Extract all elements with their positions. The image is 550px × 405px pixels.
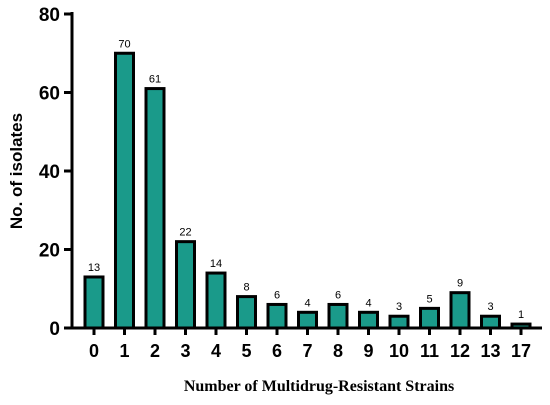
x-ticks-group: 0 1 2 3 4 5 6 7 8 9 10 11 12 13 17 xyxy=(89,328,531,361)
x-tick-label-7: 7 xyxy=(302,341,312,361)
x-axis-label: Number of Multidrug-Resistant Strains xyxy=(184,378,454,395)
bar-12 xyxy=(449,291,471,330)
x-tick-label-17: 17 xyxy=(511,341,531,361)
bar-3 xyxy=(175,240,196,330)
x-tick-label-8: 8 xyxy=(333,341,343,361)
bar-6 xyxy=(266,302,288,330)
bar-1 xyxy=(114,51,135,330)
bar-11 xyxy=(419,306,440,330)
x-tick-label-4: 4 xyxy=(211,341,221,361)
data-label-4: 14 xyxy=(210,258,222,270)
data-label-17: 1 xyxy=(518,309,524,321)
data-label-0: 13 xyxy=(88,262,100,274)
x-tick-label-12: 12 xyxy=(450,341,470,361)
x-tick-label-6: 6 xyxy=(272,341,282,361)
y-tick-label-60: 60 xyxy=(39,84,60,105)
x-tick-label-1: 1 xyxy=(119,341,129,361)
data-label-12: 9 xyxy=(457,278,463,290)
data-label-10: 3 xyxy=(396,301,402,313)
bar-7 xyxy=(297,310,318,330)
data-label-5: 8 xyxy=(243,282,249,294)
x-tick-label-13: 13 xyxy=(480,341,500,361)
bar-4 xyxy=(205,271,227,330)
data-labels-group: 13 70 61 22 14 8 6 4 6 4 3 5 9 3 1 xyxy=(88,38,524,321)
bar-9 xyxy=(358,310,379,330)
data-label-6: 6 xyxy=(274,289,280,301)
x-tick-label-3: 3 xyxy=(180,341,190,361)
y-ticks-group: 0 20 40 60 80 xyxy=(39,5,72,340)
y-tick-label-20: 20 xyxy=(39,241,60,262)
data-label-11: 5 xyxy=(426,293,432,305)
bar-2 xyxy=(144,87,166,330)
x-tick-label-10: 10 xyxy=(389,341,409,361)
x-tick-label-2: 2 xyxy=(150,341,160,361)
x-tick-label-0: 0 xyxy=(89,341,99,361)
data-label-13: 3 xyxy=(487,301,493,313)
y-tick-label-40: 40 xyxy=(39,162,60,183)
y-tick-label-80: 80 xyxy=(39,5,60,26)
bar-10 xyxy=(388,314,410,330)
bar-8 xyxy=(327,302,349,330)
data-label-1: 70 xyxy=(118,38,130,50)
bars-group xyxy=(83,51,532,330)
bar-0 xyxy=(83,275,105,330)
data-label-9: 4 xyxy=(365,297,371,309)
x-tick-label-5: 5 xyxy=(241,341,251,361)
data-label-2: 61 xyxy=(149,74,161,86)
x-tick-label-9: 9 xyxy=(363,341,373,361)
data-label-7: 4 xyxy=(304,297,310,309)
y-axis-label: No. of isolates xyxy=(7,113,26,229)
data-label-8: 6 xyxy=(335,289,341,301)
data-label-3: 22 xyxy=(179,227,191,239)
x-tick-label-11: 11 xyxy=(420,341,439,361)
bar-5 xyxy=(236,295,257,330)
bar-13 xyxy=(480,314,501,330)
y-tick-label-0: 0 xyxy=(49,319,60,340)
